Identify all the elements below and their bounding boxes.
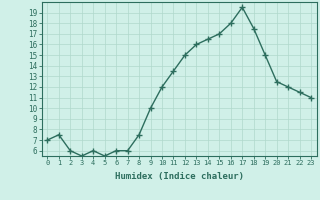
X-axis label: Humidex (Indice chaleur): Humidex (Indice chaleur) [115, 172, 244, 181]
